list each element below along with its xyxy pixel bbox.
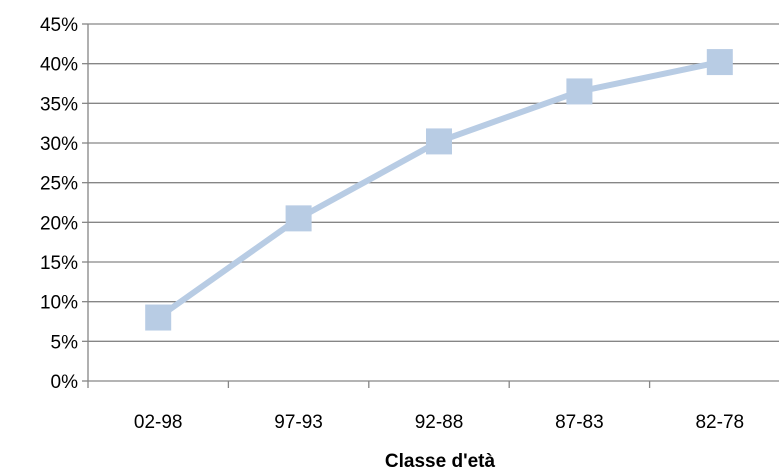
data-point-marker	[285, 205, 312, 232]
series-line	[156, 59, 721, 320]
x-axis-title: Classe d'età	[385, 451, 496, 472]
data-series	[145, 49, 733, 331]
data-point-marker	[706, 49, 733, 76]
x-tick-label: 02-98	[134, 412, 183, 433]
data-point-marker	[426, 128, 452, 155]
y-tick-label: 10%	[40, 293, 78, 314]
x-tick-label: 92-88	[415, 412, 464, 433]
y-tick-label: 5%	[51, 332, 79, 353]
x-tick-label: 82-78	[695, 412, 744, 433]
x-tick-label: 97-93	[274, 412, 323, 433]
y-tick-labels: 0% 5% 10% 15% 20% 25% 30% 35% 40% 45%	[40, 15, 78, 393]
y-tick-label: 20%	[40, 213, 78, 234]
y-tick-label: 15%	[40, 253, 78, 274]
y-tick-label: 45%	[40, 15, 78, 36]
data-point-marker	[145, 304, 172, 331]
y-tick-label: 35%	[40, 94, 78, 115]
y-tick-label: 30%	[40, 134, 78, 155]
data-point-marker	[566, 78, 593, 105]
y-tick-label: 0%	[51, 372, 79, 393]
x-tick-label: 87-83	[555, 412, 604, 433]
x-tick-labels: 02-98 97-93 92-88 87-83 82-78	[134, 412, 744, 433]
y-tick-label: 25%	[40, 174, 78, 195]
axes	[82, 23, 779, 388]
y-tick-label: 40%	[40, 55, 78, 76]
